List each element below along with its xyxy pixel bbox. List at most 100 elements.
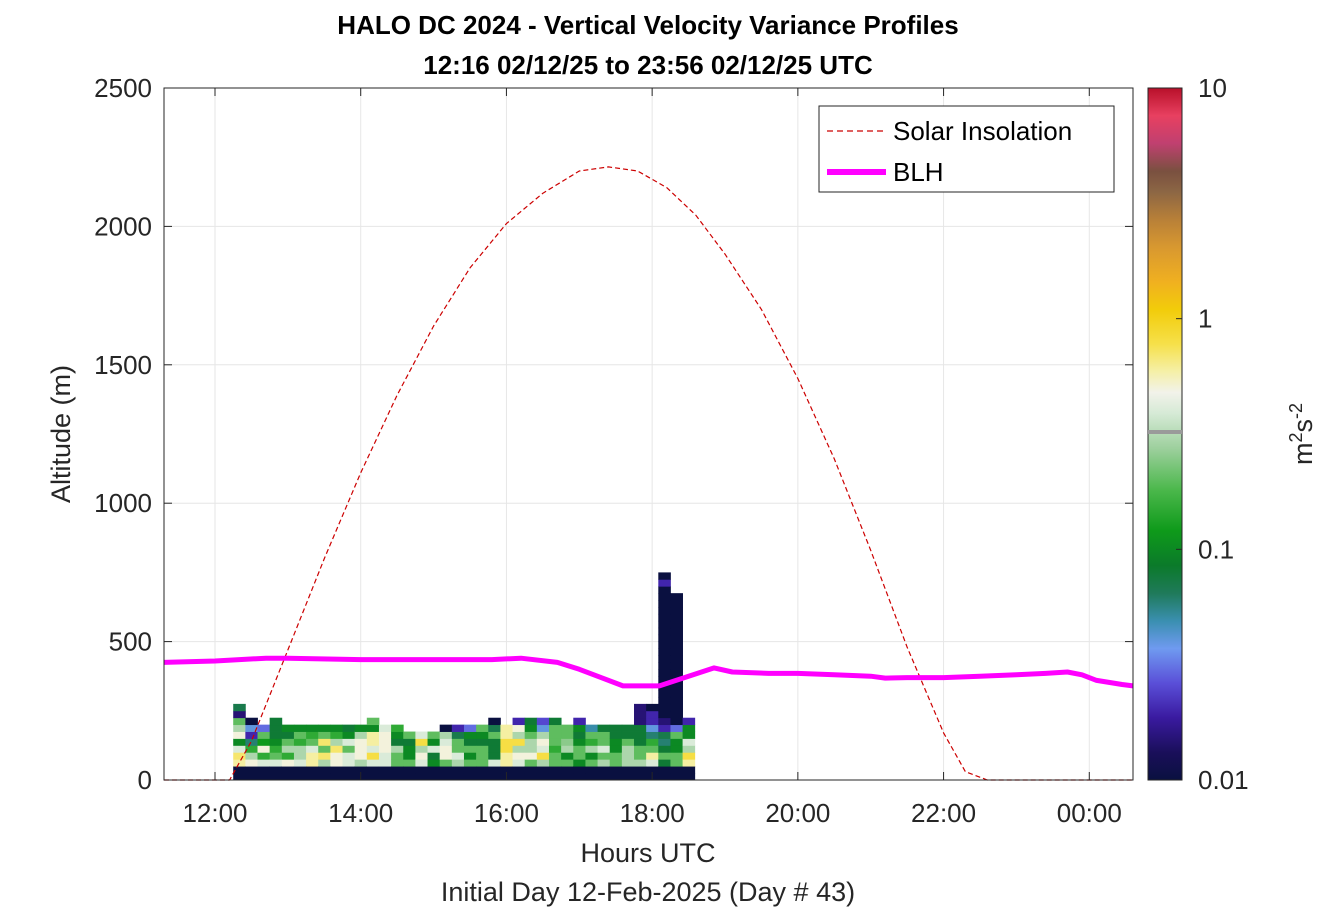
heatmap-cell — [500, 731, 513, 739]
heatmap-cell — [306, 731, 319, 739]
heatmap-cell — [318, 724, 331, 732]
heatmap-cell — [269, 724, 283, 732]
heatmap-cell — [585, 752, 598, 760]
heatmap-cell — [646, 745, 659, 753]
heatmap-cell — [488, 759, 501, 767]
heatmap-cell — [342, 724, 356, 732]
heatmap-cell — [318, 773, 331, 781]
heatmap-cell — [245, 745, 258, 753]
heatmap-cell — [658, 759, 671, 767]
heatmap-cell — [621, 752, 635, 760]
heatmap-cell — [500, 738, 513, 746]
heatmap-cell — [245, 724, 258, 732]
heatmap-cell — [646, 731, 659, 739]
heatmap-cell — [391, 724, 404, 732]
heatmap-cell — [536, 773, 550, 781]
heatmap-cell — [391, 738, 404, 746]
heatmap-cell — [585, 724, 598, 732]
heatmap-cell — [366, 752, 380, 760]
heatmap-cell — [269, 717, 283, 726]
heatmap-cell — [573, 731, 586, 739]
heatmap-cell — [403, 745, 416, 753]
heatmap-cell — [634, 759, 647, 767]
heatmap-cell — [670, 710, 683, 719]
heatmap-cell — [366, 738, 380, 746]
heatmap-cell — [415, 731, 428, 739]
heatmap-cell — [281, 724, 295, 732]
heatmap-cell — [257, 724, 271, 732]
heatmap-cell — [463, 724, 477, 732]
heatmap-cell — [621, 759, 635, 767]
heatmap-cell — [403, 766, 416, 774]
legend-box — [818, 105, 1115, 193]
heatmap-cell — [561, 766, 574, 774]
heatmap-cell — [682, 738, 696, 746]
heatmap-cell — [646, 738, 659, 746]
heatmap-cell — [670, 724, 683, 732]
heatmap-cell — [658, 586, 671, 594]
heatmap-cell — [512, 766, 526, 774]
heatmap-cell — [257, 759, 271, 767]
heatmap-cell — [536, 766, 550, 774]
heatmap-cell — [281, 766, 295, 774]
heatmap-cell — [658, 696, 671, 705]
heatmap-cell — [548, 766, 562, 774]
heatmap-cell — [658, 579, 671, 587]
heatmap-cell — [306, 745, 319, 753]
heatmap-cell — [536, 724, 550, 732]
heatmap-cell — [548, 745, 562, 753]
heatmap-cell — [378, 773, 392, 781]
plot-frame — [163, 87, 1134, 781]
heatmap-cell — [281, 745, 295, 753]
heatmap-cell — [524, 717, 538, 726]
heatmap-cell — [646, 766, 659, 774]
heatmap-cell — [354, 731, 368, 739]
heatmap-cell — [500, 745, 513, 753]
heatmap-cell — [585, 738, 598, 746]
heatmap-cell — [573, 745, 586, 753]
heatmap-cell — [366, 773, 380, 781]
heatmap-cell — [306, 738, 319, 746]
heatmap-cell — [354, 738, 368, 746]
heatmap-cell — [415, 773, 428, 781]
heatmap-cell — [281, 752, 295, 760]
heatmap-cell — [658, 690, 671, 698]
heatmap-cell — [330, 745, 343, 753]
heatmap-cell — [451, 745, 465, 753]
x-axis-ticks: 12:00 14:00 16:00 18:00 20:00 22:00 00:00 — [182, 88, 1122, 828]
heatmap-cell — [463, 731, 477, 739]
heatmap-cell — [609, 731, 623, 739]
heatmap-cell — [318, 731, 331, 739]
x-tick-label: 12:00 — [182, 798, 247, 828]
heatmap-cell — [658, 620, 671, 629]
heatmap-cell — [439, 759, 453, 767]
heatmap-cell — [597, 766, 611, 774]
heatmap-cell — [524, 766, 538, 774]
heatmap-cell — [548, 724, 562, 732]
heatmap-cell — [378, 759, 392, 767]
heatmap-cell — [634, 752, 647, 760]
heatmap-cell — [233, 773, 246, 781]
heatmap-cell — [682, 731, 696, 739]
heatmap-cell — [257, 773, 271, 781]
heatmap-cell — [597, 738, 611, 746]
heatmap-cell — [233, 745, 246, 753]
heatmap-cell — [354, 724, 368, 732]
heatmap-cell — [500, 752, 513, 760]
heatmap-cell — [585, 745, 598, 753]
heatmap-cell — [536, 752, 550, 760]
y-tick-label: 1000 — [94, 488, 152, 518]
heatmap-cell — [609, 759, 623, 767]
heatmap-cell — [293, 766, 307, 774]
heatmap-cell — [670, 703, 683, 712]
heatmap-cell — [330, 731, 343, 739]
heatmap-cell — [439, 745, 453, 753]
heatmap-cell — [597, 752, 611, 760]
heatmap-cell — [536, 731, 550, 739]
heatmap-cell — [561, 745, 574, 753]
heatmap-cell — [391, 752, 404, 760]
x-tick-label: 20:00 — [765, 798, 830, 828]
heatmap-cell — [658, 669, 671, 677]
heatmap-cell — [670, 683, 683, 691]
heatmap-cell — [463, 738, 477, 746]
